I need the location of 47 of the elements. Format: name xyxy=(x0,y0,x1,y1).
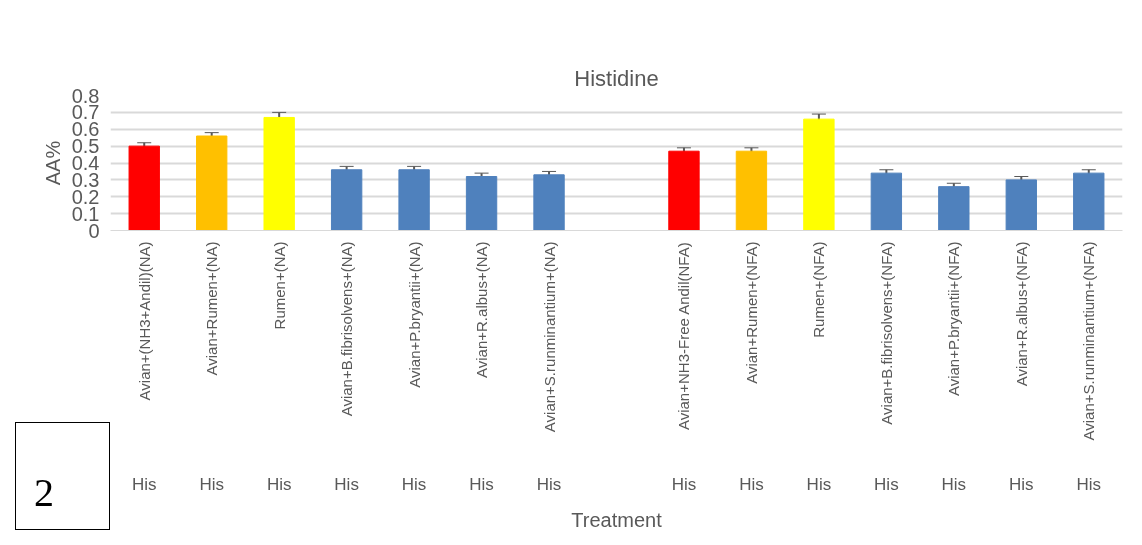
bar xyxy=(330,169,363,231)
x-tick-label: Avian+(NH3+Andil)(NA) xyxy=(135,241,153,401)
bar xyxy=(870,172,903,231)
x-tick-label: Rumen+(NFA) xyxy=(810,241,828,338)
chart-title: Histidine xyxy=(574,65,659,91)
x-tick-label: Avian+R.albus+(NA) xyxy=(473,241,491,378)
text: His xyxy=(469,474,494,494)
x-tick-label: Avian+S.runminantium+(NA) xyxy=(540,241,558,433)
text: His xyxy=(536,474,562,494)
text: His xyxy=(874,474,899,494)
bar xyxy=(263,116,295,231)
x-tick-label: Avian+S.runminantium+(NFA) xyxy=(1080,241,1098,441)
x-tick-label: Avian+P.bryantii+(NA) xyxy=(405,241,423,388)
bar xyxy=(938,186,970,231)
text: 2 xyxy=(34,468,54,517)
x-tick-label: Avian+Rumen+(NFA) xyxy=(742,241,760,384)
text: His xyxy=(1009,474,1034,494)
text: His xyxy=(806,474,832,494)
bar xyxy=(465,176,498,231)
bar xyxy=(735,150,768,231)
bar xyxy=(803,118,835,231)
text: His xyxy=(131,474,157,494)
y-axis-title: AA% xyxy=(41,140,64,186)
text: His xyxy=(266,474,292,494)
bar xyxy=(398,169,430,231)
bar xyxy=(128,145,160,231)
bar xyxy=(196,135,228,231)
x-tick-label: Avian+B.fibrisolvens+(NA) xyxy=(338,241,356,417)
x-tick-label: Avian+P.bryantii+(NFA) xyxy=(945,241,963,397)
x-tick-label: Avian+B.fibrisolvens+(NFA) xyxy=(877,241,895,425)
y-tick-label: 0.4 xyxy=(71,152,100,174)
text: His xyxy=(1076,474,1102,494)
text: His xyxy=(401,474,427,494)
text: His xyxy=(941,474,967,494)
bar xyxy=(1005,179,1037,231)
text: His xyxy=(199,474,224,494)
x-tick-label: Avian+Rumen+(NA) xyxy=(203,241,221,376)
x-tick-label: Rumen+(NA) xyxy=(270,241,288,330)
text: His xyxy=(334,474,359,494)
x-tick-label: Avian+R.albus+(NFA) xyxy=(1012,241,1030,387)
bar xyxy=(668,150,700,231)
text: His xyxy=(671,474,697,494)
bar xyxy=(533,174,565,231)
x-tick-label: Avian+NH3-Free Andil(NFA) xyxy=(675,242,693,431)
bar xyxy=(1073,172,1105,231)
x-axis-title: Treatment xyxy=(571,508,663,531)
text: His xyxy=(739,474,764,494)
